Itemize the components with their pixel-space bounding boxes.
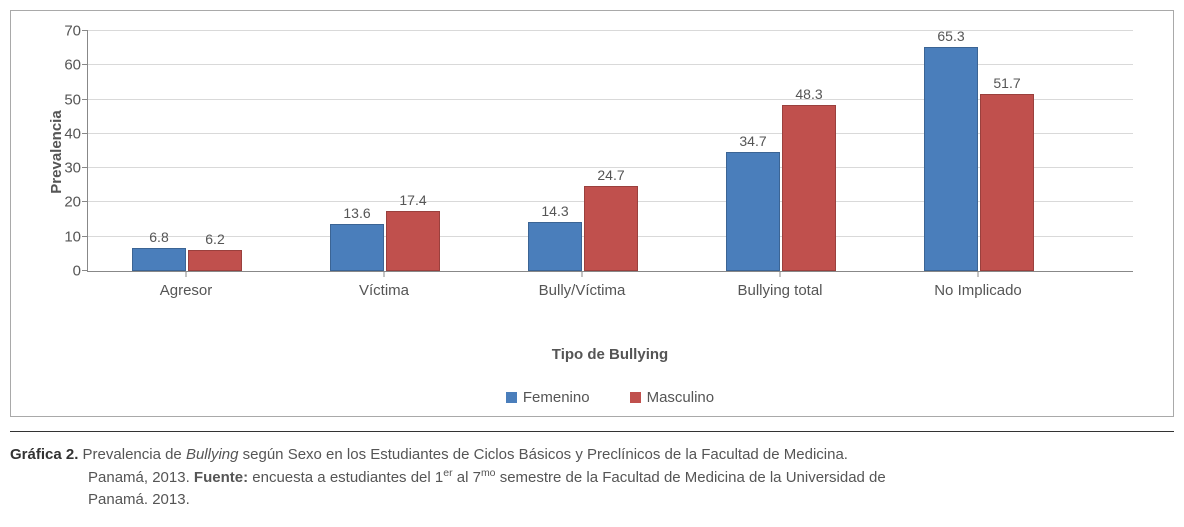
caption-text: según Sexo en los Estudiantes de Ciclos …: [238, 446, 848, 463]
bar-value-label: 65.3: [937, 28, 964, 44]
bar-value-label: 13.6: [343, 205, 370, 221]
x-tick-label: Agresor: [160, 282, 213, 299]
caption-text: al 7: [453, 469, 481, 486]
bar: 6.2: [188, 250, 242, 271]
bar: 65.3: [924, 47, 978, 271]
figure-container: Prevalencia 010203040506070 6.86.213.617…: [10, 10, 1174, 510]
bar-value-label: 6.8: [149, 229, 168, 245]
x-tick-label: No Implicado: [934, 282, 1022, 299]
y-tick-label: 50: [64, 91, 81, 108]
bar-value-label: 14.3: [541, 203, 568, 219]
caption-line-3: Panamá. 2013.: [88, 489, 1174, 511]
y-ticks-column: 010203040506070: [47, 31, 87, 271]
legend: Femenino Masculino: [87, 389, 1133, 406]
y-label-column: Prevalencia: [21, 31, 47, 272]
caption-line-2: Panamá, 2013. Fuente: encuesta a estudia…: [88, 466, 1174, 489]
caption-title: Gráfica 2.: [10, 446, 78, 463]
gridline: [88, 30, 1133, 31]
bar: 13.6: [330, 224, 384, 271]
caption-text: Panamá, 2013.: [88, 469, 194, 486]
y-tick-label: 70: [64, 23, 81, 40]
caption-text: semestre de la Facultad de Medicina de l…: [496, 469, 886, 486]
y-tick-label: 40: [64, 125, 81, 142]
bar-value-label: 48.3: [795, 86, 822, 102]
bar: 24.7: [584, 186, 638, 271]
bar: 6.8: [132, 248, 186, 271]
x-tick-label: Bully/Víctima: [539, 282, 626, 299]
y-tick-label: 60: [64, 57, 81, 74]
caption-text: encuesta a estudiantes del 1: [248, 469, 443, 486]
plot-area: 6.86.213.617.414.324.734.748.365.351.7: [87, 31, 1133, 272]
x-tick-mark: [978, 271, 979, 277]
caption-text: Prevalencia de: [83, 446, 186, 463]
bar: 34.7: [726, 152, 780, 271]
y-tick-label: 30: [64, 160, 81, 177]
legend-item: Masculino: [630, 389, 715, 406]
legend-label: Masculino: [647, 389, 715, 406]
bar-value-label: 51.7: [993, 75, 1020, 91]
y-tick-label: 10: [64, 228, 81, 245]
bar: 48.3: [782, 105, 836, 271]
x-tick-label: Bullying total: [737, 282, 822, 299]
bar-value-label: 34.7: [739, 133, 766, 149]
caption-bold: Fuente:: [194, 469, 248, 486]
legend-label: Femenino: [523, 389, 590, 406]
plot-row: Prevalencia 010203040506070 6.86.213.617…: [21, 31, 1133, 272]
bar: 17.4: [386, 211, 440, 271]
caption: Gráfica 2. Prevalencia de Bullying según…: [10, 431, 1174, 510]
x-tick-mark: [186, 271, 187, 277]
bar-value-label: 6.2: [205, 231, 224, 247]
legend-item: Femenino: [506, 389, 590, 406]
bar-value-label: 24.7: [597, 167, 624, 183]
x-ticks-row: Agresor Víctima Bully/Víctima Bullying tota…: [87, 272, 1077, 306]
caption-sup: mo: [481, 467, 496, 479]
x-tick-mark: [384, 271, 385, 277]
x-tick-mark: [582, 271, 583, 277]
bar-value-label: 17.4: [399, 192, 426, 208]
bar: 14.3: [528, 222, 582, 271]
caption-italic: Bullying: [186, 446, 239, 463]
legend-swatch: [506, 392, 517, 403]
caption-line-1: Prevalencia de Bullying según Sexo en lo…: [83, 446, 848, 463]
x-tick-label: Víctima: [359, 282, 409, 299]
x-axis-label: Tipo de Bullying: [87, 346, 1133, 363]
caption-sup: er: [443, 467, 452, 479]
y-tick-label: 0: [73, 263, 81, 280]
chart-box: Prevalencia 010203040506070 6.86.213.617…: [10, 10, 1174, 417]
x-tick-mark: [780, 271, 781, 277]
y-tick-label: 20: [64, 194, 81, 211]
legend-swatch: [630, 392, 641, 403]
bar: 51.7: [980, 94, 1034, 271]
